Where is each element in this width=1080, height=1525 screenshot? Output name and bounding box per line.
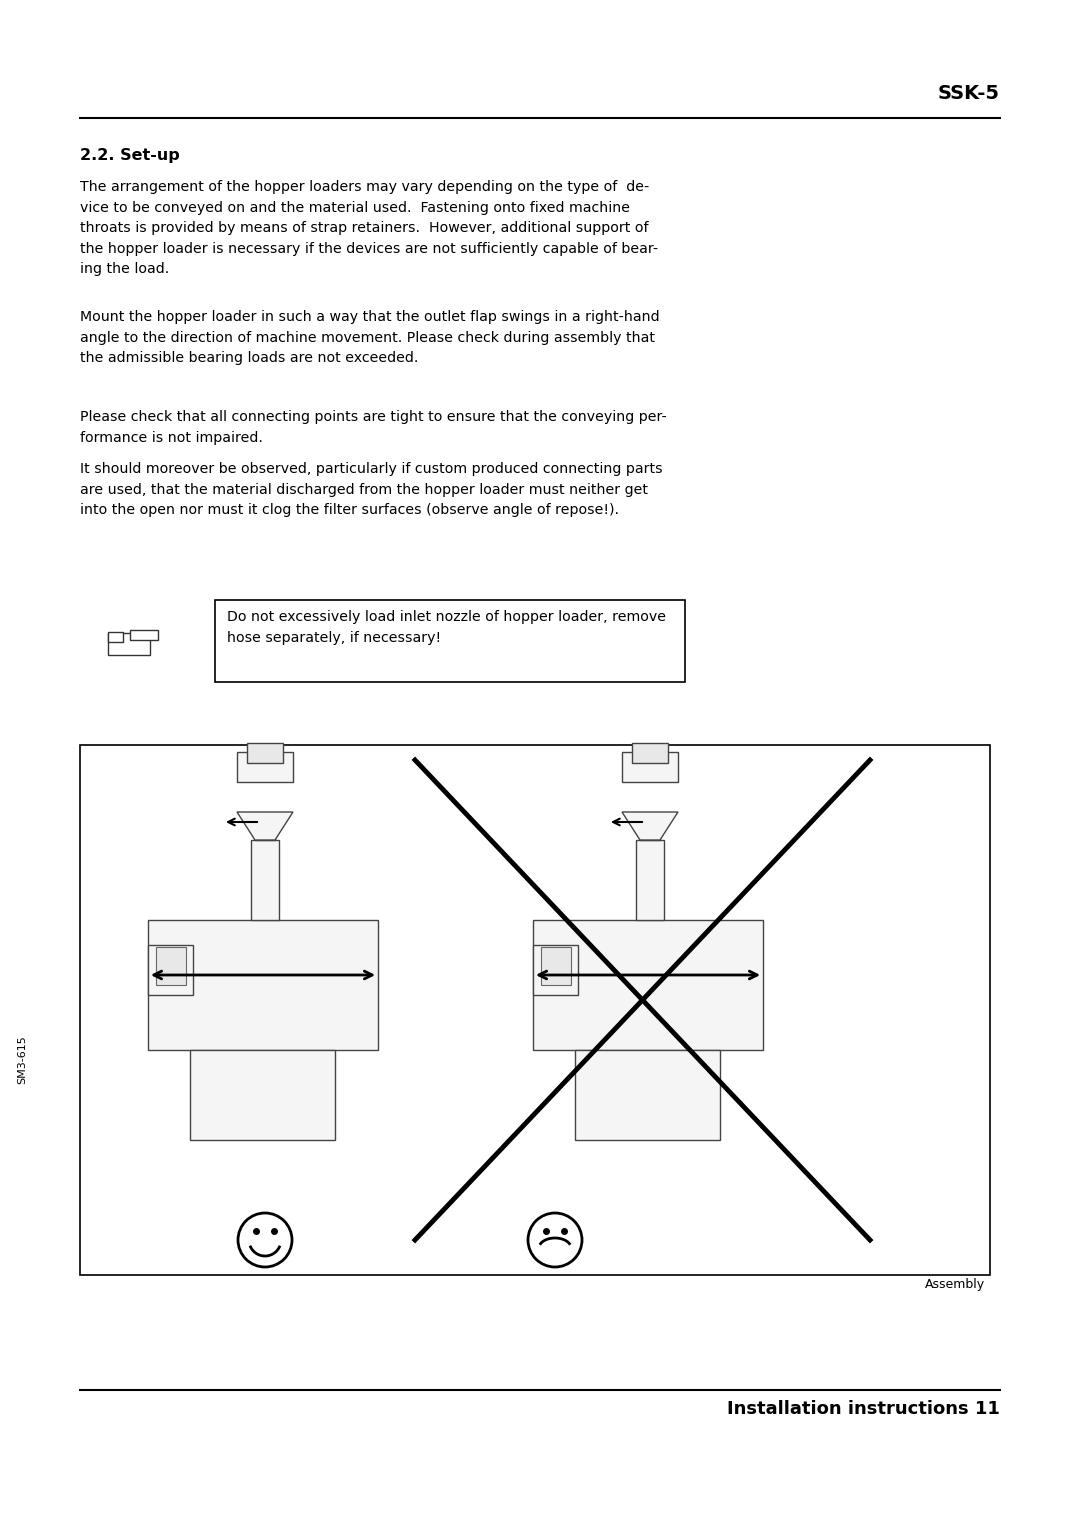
Polygon shape bbox=[237, 811, 293, 840]
Text: 2.2. Set-up: 2.2. Set-up bbox=[80, 148, 179, 163]
Bar bbox=[575, 1051, 720, 1141]
Text: Mount the hopper loader in such a way that the outlet flap swings in a right-han: Mount the hopper loader in such a way th… bbox=[80, 310, 660, 364]
Text: Assembly: Assembly bbox=[924, 1278, 985, 1292]
Bar bbox=[148, 920, 378, 1051]
Bar bbox=[541, 947, 571, 985]
Bar bbox=[622, 752, 678, 782]
Bar bbox=[80, 746, 990, 1275]
Bar bbox=[636, 840, 664, 920]
Text: Do not excessively load inlet nozzle of hopper loader, remove
hose separately, i: Do not excessively load inlet nozzle of … bbox=[227, 610, 666, 645]
Bar bbox=[534, 946, 578, 994]
Text: SSK-5: SSK-5 bbox=[939, 84, 1000, 104]
Bar bbox=[640, 814, 660, 840]
Bar bbox=[632, 743, 669, 762]
Bar bbox=[247, 743, 283, 762]
Polygon shape bbox=[622, 811, 678, 840]
Bar bbox=[251, 840, 279, 920]
Text: SM3-615: SM3-615 bbox=[17, 1035, 27, 1084]
Bar bbox=[190, 1051, 335, 1141]
Bar bbox=[108, 631, 123, 642]
Bar bbox=[534, 920, 762, 1051]
Text: Please check that all connecting points are tight to ensure that the conveying p: Please check that all connecting points … bbox=[80, 410, 666, 445]
Text: Installation instructions 11: Installation instructions 11 bbox=[727, 1400, 1000, 1418]
Bar bbox=[237, 752, 293, 782]
Bar bbox=[130, 630, 158, 640]
Text: The arrangement of the hopper loaders may vary depending on the type of  de-
vic: The arrangement of the hopper loaders ma… bbox=[80, 180, 658, 276]
Bar bbox=[148, 946, 193, 994]
Bar bbox=[156, 947, 186, 985]
Text: It should moreover be observed, particularly if custom produced connecting parts: It should moreover be observed, particul… bbox=[80, 462, 663, 517]
Bar bbox=[215, 599, 685, 682]
Bar bbox=[255, 814, 275, 840]
Bar bbox=[108, 633, 150, 656]
